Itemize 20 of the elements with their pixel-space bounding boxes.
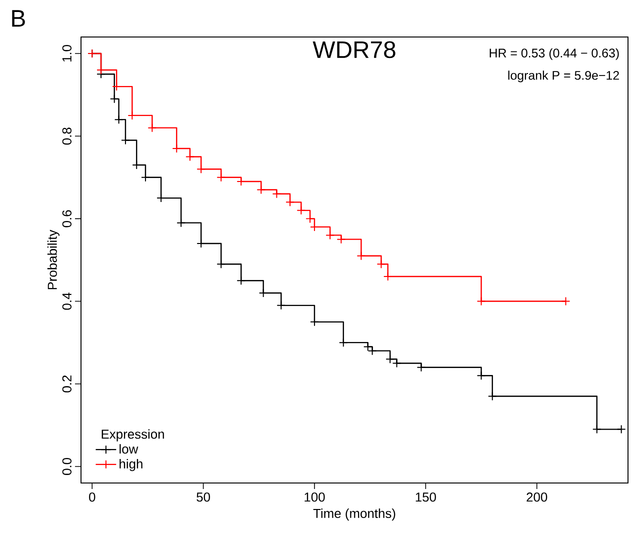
chart-title: WDR78 — [312, 41, 396, 58]
legend-label: high — [120, 458, 142, 472]
annotation: logrank P = 5.9e−12 — [508, 70, 619, 82]
text: B — [12, 10, 25, 27]
y-tick-label: 0.4 — [62, 292, 72, 310]
y-tick-label: 0.8 — [62, 128, 72, 145]
x-tick-label: 150 — [416, 492, 436, 502]
y-tick-label: 0.0 — [62, 458, 72, 475]
y-axis-title: Probability — [47, 230, 60, 290]
x-tick-label: 200 — [526, 492, 548, 502]
y-tick-label: 1.0 — [62, 45, 72, 62]
annotation: HR = 0.53 (0.44 − 0.63) — [490, 48, 619, 60]
y-tick-label: 0.2 — [62, 376, 72, 392]
y-tick-label: 0.6 — [62, 210, 72, 228]
x-tick-label: 50 — [196, 492, 210, 502]
x-tick-label: 100 — [304, 492, 325, 502]
legend-label: low — [120, 444, 138, 454]
legend-title: Expression — [102, 429, 164, 442]
x-axis-title: Time (months) — [313, 508, 396, 521]
x-tick-label: 0 — [89, 492, 96, 502]
